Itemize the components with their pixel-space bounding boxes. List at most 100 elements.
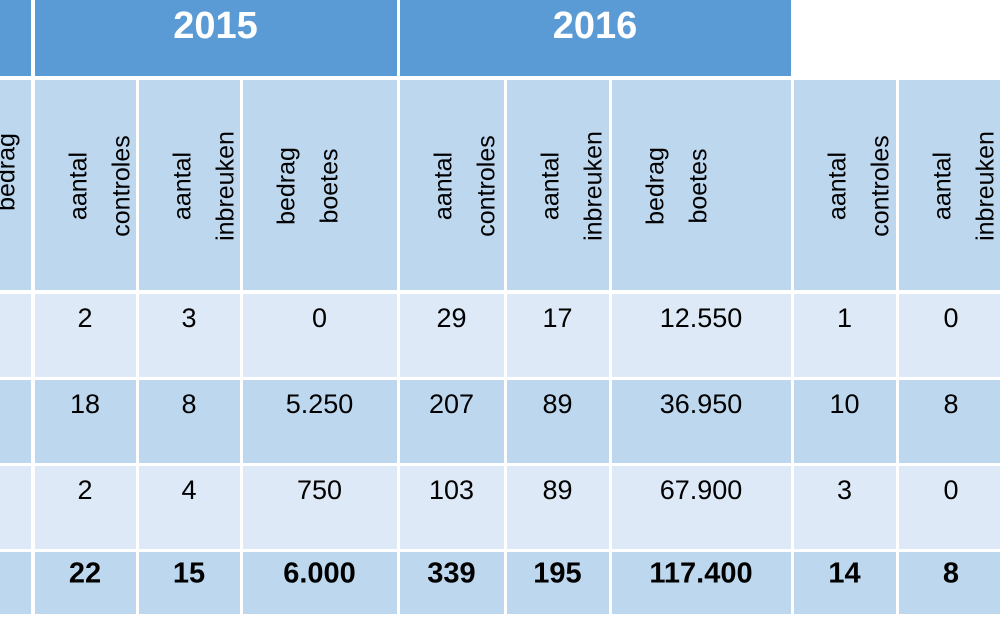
sub-header-cell bbox=[35, 80, 136, 290]
sub-header-text: aantal bbox=[65, 152, 93, 220]
cell: 0 bbox=[312, 303, 327, 333]
header-cell bbox=[0, 0, 31, 76]
total-cell: 22 bbox=[69, 558, 101, 590]
cell-bg bbox=[899, 466, 1000, 549]
cell-bg bbox=[507, 380, 609, 463]
cell: 18 bbox=[70, 389, 100, 419]
cell-bg bbox=[899, 552, 1000, 619]
sub-header-cell bbox=[794, 80, 896, 290]
cell-bg bbox=[899, 380, 1000, 463]
total-cell: 195 bbox=[533, 558, 581, 590]
sub-header-text: controles bbox=[473, 135, 501, 236]
cell-bg bbox=[794, 294, 896, 377]
cell-bg bbox=[794, 466, 896, 549]
sub-header-text: aantal bbox=[824, 152, 852, 220]
sub-header-text: aantal bbox=[537, 152, 565, 220]
cell-bg bbox=[139, 380, 240, 463]
sub-header-text: bedrag bbox=[642, 147, 670, 225]
cell: 29 bbox=[436, 303, 466, 333]
year-header: 2016 bbox=[553, 5, 638, 47]
cell: 5.250 bbox=[286, 389, 354, 419]
cell-bg bbox=[400, 294, 504, 377]
cell: 89 bbox=[542, 389, 572, 419]
cell-bg bbox=[0, 380, 31, 463]
cell-bg bbox=[612, 552, 791, 619]
cell-bg bbox=[612, 380, 791, 463]
sub-header-text: boetes bbox=[685, 148, 713, 223]
cell: 17 bbox=[542, 303, 572, 333]
year-header-cell bbox=[400, 0, 791, 76]
cell-bg bbox=[0, 466, 31, 549]
sub-header-text: controles bbox=[867, 135, 895, 236]
cell: 0 bbox=[943, 475, 958, 505]
cell-bg bbox=[507, 294, 609, 377]
sub-header-text: bedrag bbox=[0, 133, 21, 211]
sub-header-text: aantal bbox=[169, 152, 197, 220]
cell: 0 bbox=[943, 303, 958, 333]
sub-header-text: aantal bbox=[929, 152, 957, 220]
sub-header-text: controles bbox=[108, 135, 136, 236]
cell-bg bbox=[0, 294, 31, 377]
total-cell: 14 bbox=[828, 558, 860, 590]
cell-bg bbox=[35, 294, 136, 377]
sub-header-cell bbox=[899, 80, 1000, 290]
total-cell: 117.400 bbox=[649, 558, 752, 590]
cell-bg bbox=[243, 380, 397, 463]
total-cell: 6.000 bbox=[283, 558, 356, 590]
cell: 89 bbox=[542, 475, 572, 505]
cell-bg bbox=[899, 294, 1000, 377]
sub-header-text: inbreuken bbox=[580, 131, 608, 241]
cell: 1 bbox=[837, 303, 852, 333]
cell: 10 bbox=[829, 389, 859, 419]
sub-header-cell bbox=[0, 80, 31, 290]
cell-bg bbox=[794, 552, 896, 619]
sub-header-text: inbreuken bbox=[972, 131, 1000, 241]
total-cell: 15 bbox=[173, 558, 205, 590]
cell-bg bbox=[794, 380, 896, 463]
cell-bg bbox=[243, 552, 397, 619]
cell: 12.550 bbox=[660, 303, 743, 333]
cell-bg bbox=[139, 552, 240, 619]
cell-bg bbox=[400, 466, 504, 549]
cell-bg bbox=[400, 552, 504, 619]
sub-header-cell bbox=[612, 80, 791, 290]
cell-bg bbox=[612, 294, 791, 377]
year-header: 2015 bbox=[173, 5, 258, 47]
cell-bg bbox=[35, 552, 136, 619]
cell-bg bbox=[139, 294, 240, 377]
total-cell: 8 bbox=[943, 558, 959, 590]
cell: 4 bbox=[181, 475, 196, 505]
sub-header-text: aantal bbox=[430, 152, 458, 220]
clip-group: bedrag bbox=[0, 133, 21, 211]
sub-header-cell bbox=[243, 80, 397, 290]
cell: 67.900 bbox=[660, 475, 743, 505]
year-header: 2017 bbox=[906, 5, 991, 47]
cell-bg bbox=[400, 380, 504, 463]
sub-header-cell bbox=[139, 80, 240, 290]
cell: 2 bbox=[77, 303, 92, 333]
sub-header-cell bbox=[400, 80, 504, 290]
cell-bg bbox=[139, 466, 240, 549]
sub-header-text: boetes bbox=[316, 148, 344, 223]
total-cell: 339 bbox=[427, 558, 475, 590]
year-header-cell bbox=[35, 0, 397, 76]
cell-bg bbox=[35, 380, 136, 463]
cell: 750 bbox=[297, 475, 342, 505]
cell-bg bbox=[507, 466, 609, 549]
cell-bg bbox=[243, 294, 397, 377]
cell-bg bbox=[507, 552, 609, 619]
cell-bg bbox=[612, 466, 791, 549]
cell: 8 bbox=[181, 389, 196, 419]
cell: 3 bbox=[181, 303, 196, 333]
cell: 8 bbox=[943, 389, 958, 419]
cell: 3 bbox=[837, 475, 852, 505]
sub-header-text: inbreuken bbox=[212, 131, 240, 241]
cell: 207 bbox=[429, 389, 474, 419]
cell: 36.950 bbox=[660, 389, 743, 419]
cell: 103 bbox=[429, 475, 474, 505]
sub-header-cell bbox=[507, 80, 609, 290]
cell: 2 bbox=[77, 475, 92, 505]
